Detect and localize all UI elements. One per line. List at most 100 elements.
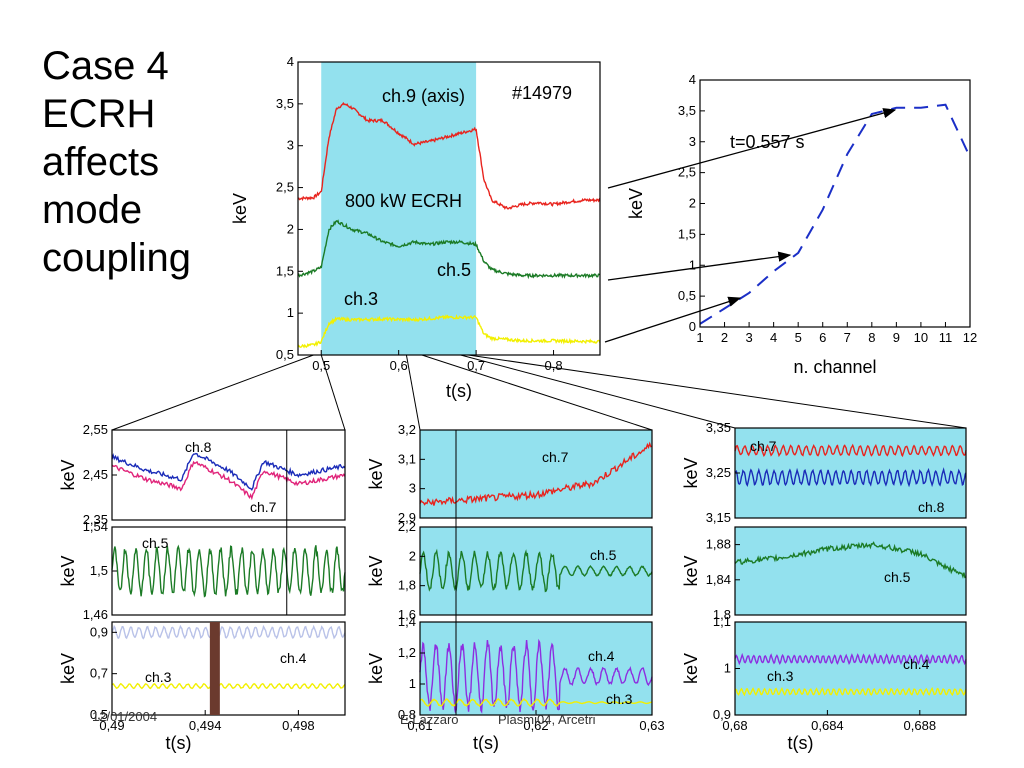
zoom-connector	[460, 354, 736, 429]
series-label-ch7: ch.7	[250, 499, 277, 515]
x-tick-label: 11	[939, 330, 953, 345]
series-line-ch-3	[297, 313, 601, 349]
plot-frame	[419, 526, 653, 616]
series-label-ch4: ch.4	[588, 648, 615, 664]
chart-zoom1-bot: 0,5 0,7 0,9 0,49 0,494 0,498 keV t(s) ch.4 ch.3	[58, 621, 346, 753]
y-tick-label: 4	[287, 54, 294, 69]
plot-background	[420, 430, 652, 518]
series-label-ch4: ch.4	[903, 656, 930, 672]
plot-background	[735, 527, 966, 615]
plot-background	[735, 622, 966, 715]
y-tick-label: 3,1	[398, 451, 416, 466]
y-tick-label: 3,15	[706, 510, 731, 525]
series-label-ch4: ch.4	[280, 650, 307, 666]
y-axis-label: keV	[230, 193, 250, 224]
y-tick-label: 3,5	[678, 103, 696, 118]
y-axis-label: keV	[58, 653, 78, 684]
y-axis-label: keV	[58, 555, 78, 586]
y-tick-label: 1	[689, 257, 696, 272]
slide-title: Case 4 ECRH affects mode coupling	[42, 44, 192, 280]
x-tick-label: 10	[914, 330, 928, 345]
chart-zoom1-top: 2,35 2,45 2,55 keV ch.8 ch.7	[58, 422, 346, 527]
y-tick-label: 0,5	[678, 288, 696, 303]
y-axis-label: keV	[626, 188, 646, 219]
chart-zoom3-bot: 0,9 1 1,1 0,68 0,684 0,688 keV t(s) ch.4 ch.3	[681, 614, 967, 753]
series-line-ch-7	[111, 460, 346, 501]
y-tick-label: 1,8	[398, 578, 416, 593]
series-line-ch-5	[297, 219, 601, 280]
y-tick-label: 3	[287, 138, 294, 153]
y-axis-label: keV	[681, 653, 701, 684]
plot-frame	[734, 526, 967, 616]
series-line-ch-3	[419, 698, 653, 708]
chart-zoom2-mid: 1,6 1,8 2 2,2 keV ch.5	[366, 519, 653, 622]
x-tick-label: 4	[770, 330, 777, 345]
x-tick-label: 3	[745, 330, 752, 345]
x-tick-label: 7	[844, 330, 851, 345]
y-tick-label: 3,35	[706, 420, 731, 435]
series-line-ch-9-axis-	[297, 101, 601, 210]
y-tick-label: 1,5	[276, 263, 294, 278]
y-tick-label: 1,46	[83, 607, 108, 622]
y-axis-label: keV	[366, 653, 386, 684]
y-tick-label: 2	[689, 196, 696, 211]
series-label-ch8: ch.8	[918, 499, 945, 515]
x-tick-label: 0,688	[904, 718, 937, 733]
series-label-ch8: ch.8	[185, 439, 212, 455]
x-axis-label: t(s)	[473, 733, 499, 753]
footer-event: Plasmi04, Arcetri	[498, 712, 596, 727]
chart-zoom2-top: 2,9 3 3,1 3,2 keV ch.7	[366, 422, 653, 525]
pointer-arrow	[607, 251, 792, 281]
x-tick-label: 6	[819, 330, 826, 345]
y-tick-label: 3,2	[398, 422, 416, 437]
series-label-ch7: ch.7	[542, 449, 569, 465]
x-tick-label: 0,8	[544, 358, 562, 373]
y-tick-label: 1,4	[398, 614, 416, 629]
y-tick-label: 0,9	[713, 707, 731, 722]
footer-date: 12/01/2004	[92, 709, 158, 724]
y-tick-label: 1,8	[713, 607, 731, 622]
zoom-connector	[111, 354, 314, 431]
zoom-connector	[468, 354, 967, 429]
plot-frame	[419, 429, 653, 519]
series-line-ch-8	[111, 452, 346, 491]
y-tick-label: 1,1	[713, 614, 731, 629]
y-tick-label: 0,9	[90, 624, 108, 639]
zoom-connector	[320, 354, 346, 431]
x-tick-label: 0,63	[639, 718, 664, 733]
series-line-ch-7	[419, 441, 653, 506]
x-tick-label: 0,684	[811, 718, 844, 733]
y-tick-label: 2,35	[83, 512, 108, 527]
chart-zoom1-mid: 1,46 1,5 1,54 keV ch.5	[58, 519, 346, 622]
x-tick-label: 2	[721, 330, 728, 345]
time-annotation: t=0.557 s	[730, 132, 805, 152]
chart-main: 0,5 1 1,5 2 2,5 3 3,5 4 0,5 0,6 0,7 0,8 keV t(s) ch.9 …	[230, 54, 601, 401]
y-tick-label: 1,84	[706, 572, 731, 587]
y-tick-label: 1	[724, 661, 731, 676]
y-tick-label: 0,8	[398, 707, 416, 722]
y-tick-label: 2,9	[398, 510, 416, 525]
pointer-arrow	[607, 108, 897, 189]
y-axis-label: keV	[366, 555, 386, 586]
zoom-connector	[421, 354, 653, 431]
y-tick-label: 1,54	[83, 519, 108, 534]
x-tick-label: 12	[963, 330, 977, 345]
x-tick-label: 0,7	[467, 358, 485, 373]
x-axis-label: t(s)	[788, 733, 814, 753]
x-tick-label: 9	[893, 330, 900, 345]
y-tick-label: 2,5	[276, 180, 294, 195]
y-axis-label: keV	[58, 459, 78, 490]
series-line-ch-5	[111, 544, 346, 598]
plot-background	[700, 80, 970, 327]
y-tick-label: 3,25	[706, 465, 731, 480]
x-tick-label: 0,5	[312, 358, 330, 373]
ecrh-label: 800 kW ECRH	[345, 191, 462, 211]
x-axis-label: t(s)	[166, 733, 192, 753]
y-axis-label: keV	[681, 457, 701, 488]
y-tick-label: 1,5	[90, 563, 108, 578]
y-tick-label: 3	[409, 481, 416, 496]
y-tick-label: 4	[689, 72, 696, 87]
x-tick-label: 0,498	[282, 718, 315, 733]
series-label-ch7: ch.7	[750, 438, 777, 454]
y-tick-label: 2,45	[83, 467, 108, 482]
